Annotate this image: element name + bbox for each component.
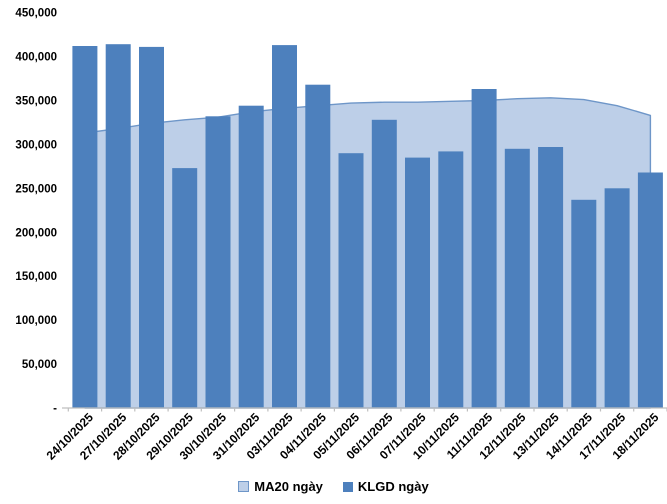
volume-bar: [272, 45, 297, 408]
y-axis-label: 50,000: [22, 359, 57, 371]
volume-bar: [305, 84, 331, 408]
volume-bar: [471, 89, 497, 408]
legend-item-ma20: MA20 ngày: [238, 479, 323, 494]
volume-bar: [238, 105, 264, 408]
volume-bar: [504, 148, 530, 409]
ma20-legend-swatch-icon: [238, 481, 250, 492]
volume-bar: [205, 116, 231, 409]
ma20-area-series: [84, 97, 652, 409]
volume-bar: [172, 168, 198, 408]
y-axis-label: 250,000: [15, 183, 57, 195]
volume-bar: [571, 199, 597, 408]
volume-bar: [72, 46, 98, 408]
volume-bar: [405, 157, 430, 408]
volume-bar: [538, 147, 564, 408]
legend-item-klgd: KLGD ngày: [342, 479, 429, 494]
y-axis-label: 450,000: [15, 8, 57, 20]
volume-bar: [438, 151, 464, 408]
volume-bar: [637, 172, 663, 408]
y-axis-label: 150,000: [15, 271, 57, 283]
klgd-legend-swatch-icon: [342, 481, 353, 492]
legend-label-ma20: MA20 ngày: [254, 479, 323, 494]
volume-bar: [139, 46, 164, 409]
legend-label-klgd: KLGD ngày: [357, 479, 429, 494]
volume-bar: [338, 153, 364, 408]
volume-bar: [371, 119, 397, 409]
volume-bar: [604, 188, 630, 408]
y-axis-label: 200,000: [15, 227, 57, 239]
y-axis-label: 400,000: [15, 52, 57, 64]
volume-bar: [105, 44, 131, 408]
y-axis-label: 350,000: [15, 96, 57, 108]
y-axis-label: 100,000: [15, 315, 57, 327]
y-axis-label: 300,000: [15, 139, 57, 151]
chart-legend: MA20 ngày KLGD ngày: [0, 479, 667, 494]
y-axis-label: -: [53, 403, 57, 415]
